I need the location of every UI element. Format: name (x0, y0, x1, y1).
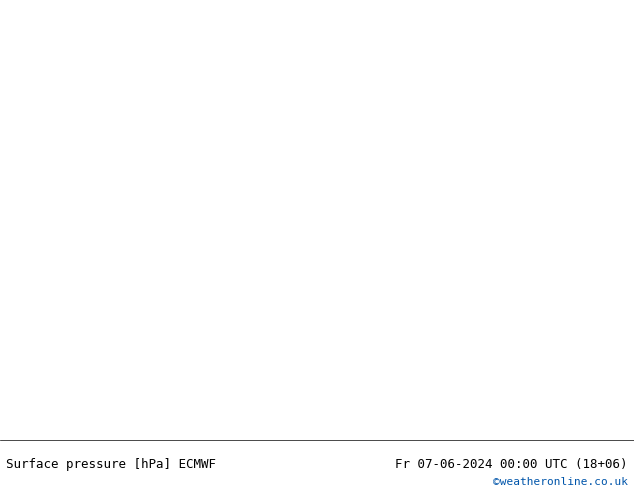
Text: Fr 07-06-2024 00:00 UTC (18+06): Fr 07-06-2024 00:00 UTC (18+06) (395, 458, 628, 471)
Text: ©weatheronline.co.uk: ©weatheronline.co.uk (493, 477, 628, 488)
Text: Surface pressure [hPa] ECMWF: Surface pressure [hPa] ECMWF (6, 458, 216, 471)
